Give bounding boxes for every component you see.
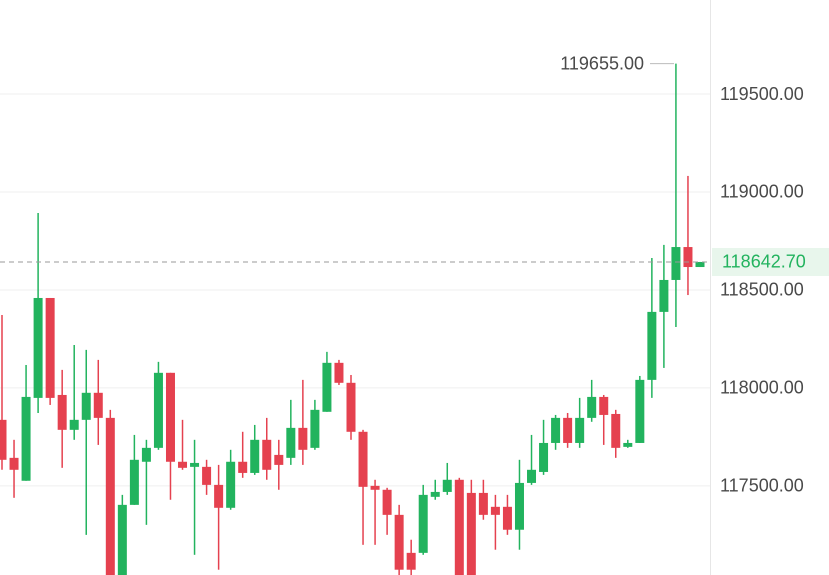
candle-body <box>346 382 356 432</box>
candle-body <box>659 279 669 312</box>
candle-body <box>141 447 151 462</box>
candle-body <box>81 392 91 420</box>
y-tick-label: 119000.00 <box>720 182 804 202</box>
candle-body <box>490 506 500 515</box>
y-tick-label: 118500.00 <box>720 280 804 300</box>
candle-body <box>370 485 380 490</box>
candle-body <box>466 492 476 575</box>
candle-body <box>45 297 55 398</box>
y-tick-label: 118000.00 <box>720 378 804 398</box>
candle-body <box>190 462 200 467</box>
candle-body <box>69 419 79 430</box>
candle-body <box>238 461 248 473</box>
y-tick-label: 119500.00 <box>720 84 804 104</box>
candle-body <box>587 396 597 418</box>
candle-body <box>647 311 657 380</box>
candle-body <box>274 454 284 465</box>
candle-body <box>57 394 67 430</box>
candle-body <box>322 362 332 412</box>
candle-body <box>9 457 19 470</box>
candle-body <box>551 417 561 443</box>
candle-body <box>334 362 344 383</box>
candle-body <box>202 466 212 485</box>
candle-body <box>527 469 537 483</box>
candle-body <box>430 491 440 497</box>
candle-body <box>539 442 549 472</box>
last-price-label: 118642.70 <box>722 252 806 272</box>
candle-body <box>129 459 139 505</box>
y-tick-label: 117500.00 <box>720 476 804 496</box>
candle-body <box>310 409 320 448</box>
candle-body <box>21 396 31 481</box>
candle-body <box>153 372 163 448</box>
candle-body <box>298 427 308 450</box>
candle-body <box>178 461 188 468</box>
candles <box>0 63 705 575</box>
candle-body <box>418 494 428 553</box>
candle-body <box>358 431 368 487</box>
candle-body <box>394 514 404 570</box>
candle-body <box>93 392 103 418</box>
candle-body <box>454 479 464 575</box>
candle-body <box>406 552 416 570</box>
candle-body <box>635 379 645 443</box>
candle-body <box>514 482 524 530</box>
candle-body <box>0 419 7 460</box>
candle-body <box>599 396 609 415</box>
candle-body <box>117 504 127 575</box>
candle-body <box>382 489 392 515</box>
candle-body <box>671 247 681 280</box>
candle-body <box>695 261 705 268</box>
candle-body <box>611 413 621 448</box>
candle-body <box>286 427 296 458</box>
candle-body <box>105 417 115 575</box>
candle-body <box>683 247 693 268</box>
candle-body <box>623 442 633 447</box>
candle-body <box>33 297 43 398</box>
candle-body <box>478 492 488 515</box>
candle-body <box>214 484 224 508</box>
candle-body <box>502 506 512 530</box>
max-price-label: 119655.00 <box>560 53 644 73</box>
candle-body <box>442 479 452 492</box>
candle-body <box>262 439 272 470</box>
overlay: 117500.00 118000.00 118500.00 119000.00 1195… <box>0 53 829 496</box>
candle-body <box>563 417 573 443</box>
last-price-box <box>712 247 829 276</box>
candle-body <box>165 372 175 462</box>
candle-body <box>575 417 585 443</box>
candle-body <box>250 439 260 473</box>
candle-body <box>226 461 236 508</box>
